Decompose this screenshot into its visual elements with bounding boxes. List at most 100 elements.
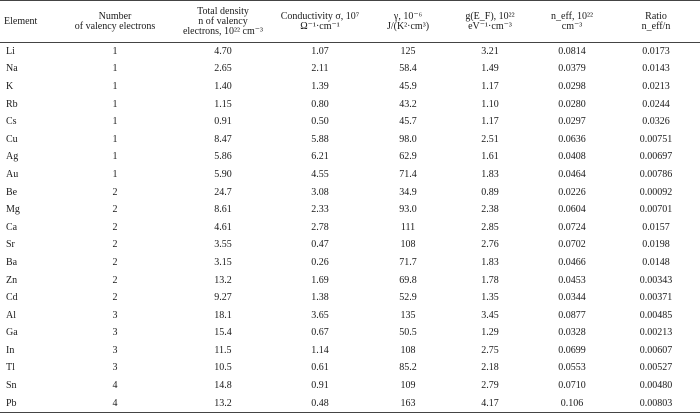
cell-conductivity: 2.33 (311, 204, 329, 216)
table-row: Li 1 4.70 1.07 125 3.21 0.0814 0.0173 (0, 43, 700, 61)
cell-element: Pb (0, 394, 56, 413)
header-line: J/(K²·cm³) (386, 20, 430, 32)
table-row: Pb 4 13.2 0.48 163 4.17 0.106 0.00803 (0, 394, 700, 413)
cell-ratio: 0.00697 (639, 151, 673, 163)
cell-density-of-states: 1.17 (481, 116, 499, 128)
header-line: Element (4, 15, 38, 27)
cell-conductivity: 0.47 (311, 239, 329, 251)
cell-total-density: 9.27 (214, 292, 232, 304)
cell-valency-number: 4 (112, 380, 118, 392)
cell-conductivity: 2.11 (311, 63, 329, 75)
header-line: γ, 10⁻⁶ (393, 10, 423, 22)
cell-n-eff: 0.0466 (558, 256, 586, 268)
cell-valency-number: 2 (112, 204, 118, 216)
table-row: Sr 2 3.55 0.47 108 2.76 0.0702 0.0198 (0, 237, 700, 255)
col-header-valency-number: Number of valency electrons (56, 0, 174, 43)
cell-n-eff: 0.0226 (558, 186, 586, 198)
cell-element: In (6, 344, 15, 356)
cell-gamma: 71.7 (399, 256, 417, 268)
cell-ratio: 0.00343 (639, 274, 673, 286)
cell-element: Ba (6, 256, 18, 268)
cell-gamma: 71.4 (399, 168, 417, 180)
cell-total-density: 1.40 (214, 80, 232, 92)
cell-gamma: 111 (400, 221, 416, 233)
cell-gamma: 98.0 (399, 133, 417, 145)
cell-gamma: 43.2 (399, 98, 417, 110)
cell-element: Zn (6, 274, 18, 286)
cell-conductivity: 1.38 (311, 292, 329, 304)
cell-element: Na (6, 63, 18, 75)
table-row: Rb 1 1.15 0.80 43.2 1.10 0.0280 0.0244 (0, 96, 700, 114)
cell-total-density: 4.61 (214, 221, 232, 233)
cell-gamma: 34.9 (399, 186, 417, 198)
cell-gamma: 135 (400, 309, 416, 321)
cell-total-density: 24.7 (214, 186, 232, 198)
cell-gamma: 58.4 (399, 63, 417, 75)
cell-gamma: 108 (400, 344, 416, 356)
cell-element: Cu (6, 133, 18, 145)
cell-total-density: 5.86 (214, 151, 232, 163)
cell-total-density: 8.61 (214, 204, 232, 216)
cell-total-density: 13.2 (174, 394, 272, 413)
header-line: electrons, 10²² cm⁻³ (182, 25, 264, 37)
cell-ratio: 0.0213 (642, 80, 670, 92)
cell-total-density: 4.70 (214, 45, 232, 57)
cell-conductivity: 0.91 (311, 380, 329, 392)
cell-element: Cd (6, 292, 18, 304)
cell-element: Cs (6, 116, 17, 128)
cell-n-eff: 0.0710 (558, 380, 586, 392)
cell-density-of-states: 2.79 (481, 380, 499, 392)
cell-density-of-states: 1.78 (481, 274, 499, 286)
cell-element: K (6, 80, 14, 92)
cell-density-of-states: 3.45 (481, 309, 499, 321)
cell-valency-number: 1 (112, 151, 118, 163)
cell-gamma: 62.9 (399, 151, 417, 163)
header-row: Element Number of valency electrons Tota… (0, 0, 700, 43)
cell-density-of-states: 2.76 (481, 239, 499, 251)
cell-gamma: 45.7 (399, 116, 417, 128)
cell-gamma: 109 (400, 380, 416, 392)
cell-gamma: 45.9 (399, 80, 417, 92)
header-line: Conductivity σ, 10⁷ (280, 10, 360, 22)
cell-element: Ga (6, 327, 18, 339)
col-header-element: Element (0, 0, 56, 43)
cell-element: Li (6, 45, 15, 57)
cell-valency-number: 4 (56, 394, 174, 413)
cell-gamma: 108 (400, 239, 416, 251)
table-body: Li 1 4.70 1.07 125 3.21 0.0814 0.0173 Na 1 2.65 2.1… (0, 43, 700, 413)
cell-element: Be (6, 186, 18, 198)
cell-ratio: 0.00371 (639, 292, 673, 304)
table-row: K 1 1.40 1.39 45.9 1.17 0.0298 0.0213 (0, 78, 700, 96)
cell-total-density: 18.1 (214, 309, 232, 321)
cell-n-eff: 0.106 (532, 394, 612, 413)
table-row: Al 3 18.1 3.65 135 3.45 0.0877 0.00485 (0, 307, 700, 325)
cell-ratio: 0.00213 (639, 327, 673, 339)
cell-n-eff: 0.0280 (558, 98, 586, 110)
cell-density-of-states: 1.35 (481, 292, 499, 304)
cell-density-of-states: 1.49 (481, 63, 499, 75)
cell-valency-number: 2 (112, 256, 118, 268)
cell-valency-number: 3 (112, 327, 118, 339)
table-row: Ca 2 4.61 2.78 111 2.85 0.0724 0.0157 (0, 219, 700, 237)
cell-conductivity: 0.67 (311, 327, 329, 339)
cell-total-density: 1.15 (214, 98, 232, 110)
cell-element: Tl (6, 362, 15, 374)
col-header-ratio: Ratio n_eff/n (612, 0, 700, 43)
cell-n-eff: 0.0298 (558, 80, 586, 92)
cell-ratio: 0.0173 (642, 45, 670, 57)
header-line: g(E_F), 10²² (465, 10, 515, 22)
cell-valency-number: 3 (112, 344, 118, 356)
cell-conductivity: 0.80 (311, 98, 329, 110)
cell-valency-number: 2 (112, 186, 118, 198)
table-row: Na 1 2.65 2.11 58.4 1.49 0.0379 0.0143 (0, 61, 700, 79)
cell-total-density: 3.15 (214, 256, 232, 268)
cell-n-eff: 0.0604 (558, 204, 586, 216)
table-row: Tl 3 10.5 0.61 85.2 2.18 0.0553 0.00527 (0, 360, 700, 378)
col-header-n-eff: n_eff, 10²² cm⁻³ (532, 0, 612, 43)
cell-ratio: 0.00485 (639, 309, 673, 321)
table-row: Sn 4 14.8 0.91 109 2.79 0.0710 0.00480 (0, 377, 700, 395)
cell-total-density: 2.65 (214, 63, 232, 75)
cell-ratio: 0.0157 (642, 221, 670, 233)
col-header-density-of-states: g(E_F), 10²² eV⁻¹·cm⁻³ (448, 0, 532, 43)
cell-element: Sn (6, 380, 17, 392)
